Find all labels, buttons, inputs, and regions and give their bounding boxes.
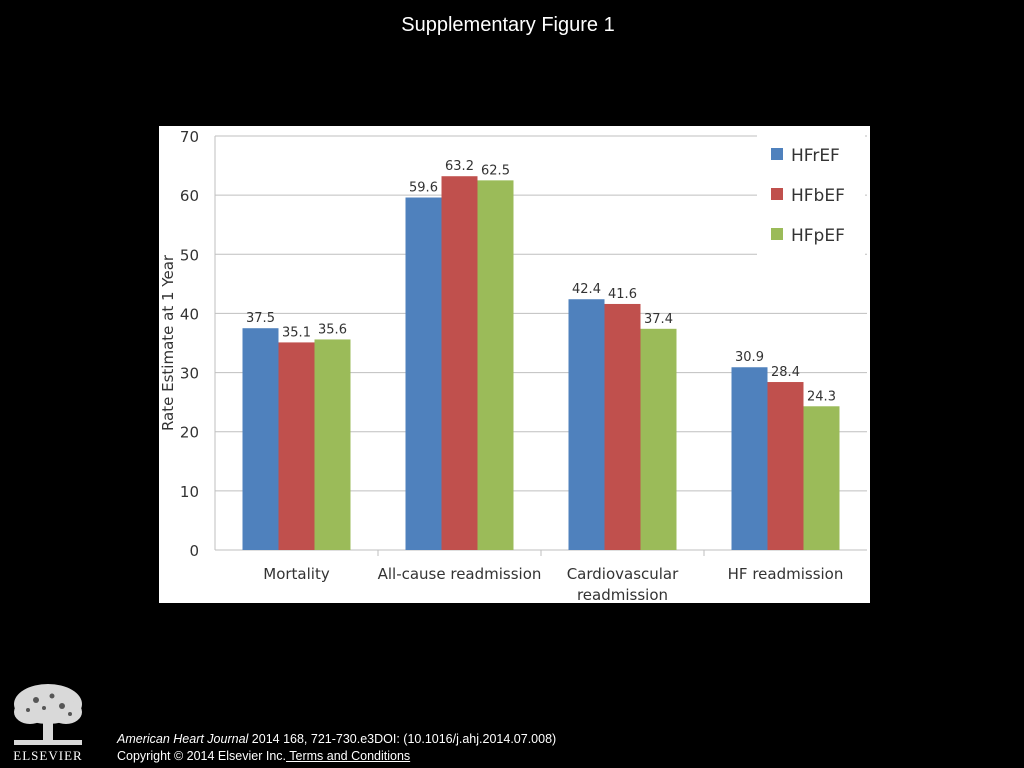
terms-link[interactable]: Terms and Conditions (286, 749, 411, 763)
bar-hfref (731, 367, 768, 550)
data-label: 35.6 (318, 322, 347, 337)
data-label: 24.3 (807, 389, 836, 404)
y-tick-label: 20 (180, 424, 199, 442)
y-axis-label: Rate Estimate at 1 Year (159, 254, 177, 431)
bar-hfpef (640, 328, 677, 550)
journal-name: American Heart Journal (117, 732, 249, 746)
data-label: 42.4 (572, 282, 601, 297)
y-tick-label: 30 (180, 365, 199, 383)
bar-hfbef (604, 303, 641, 550)
bar-hfbef (441, 176, 478, 550)
legend-entry: HFbEF (791, 186, 845, 206)
bar-chart: 0 10 20 30 40 50 60 70 Rate Estimate at 1 Year 37… (159, 126, 870, 603)
elsevier-tree-icon (8, 680, 88, 766)
chart-canvas: 0 10 20 30 40 50 60 70 Rate Estimate at 1 Year 37… (159, 128, 867, 603)
copyright-text: Copyright © 2014 Elsevier Inc. (117, 749, 287, 763)
slide-title: Supplementary Figure 1 (401, 14, 615, 36)
bar-hfpef (477, 180, 514, 550)
bar-hfref (405, 197, 442, 550)
data-label: 37.5 (246, 311, 275, 326)
data-label: 37.4 (644, 312, 673, 327)
x-tick-label: Cardiovascular (567, 565, 679, 583)
citation: American Heart Journal 2014 168, 721-730… (117, 731, 556, 765)
data-label: 63.2 (445, 159, 474, 174)
bar-hfref (242, 328, 279, 550)
bar-hfpef (314, 339, 351, 550)
data-label: 59.6 (409, 181, 438, 196)
citation-details: 2014 168, 721-730.e3DOI: (10.1016/j.ahj.… (248, 732, 557, 746)
data-label: 30.9 (735, 350, 764, 365)
y-tick-label: 70 (180, 128, 199, 146)
legend-entry: HFrEF (791, 146, 840, 166)
legend-swatch (771, 148, 783, 160)
bar-hfpef (803, 406, 840, 550)
data-label: 41.6 (608, 287, 637, 302)
x-tick-label: Mortality (263, 565, 330, 583)
elsevier-wordmark: ELSEVIER (13, 748, 83, 763)
y-tick-label: 40 (180, 305, 199, 323)
legend-swatch (771, 188, 783, 200)
data-label: 35.1 (282, 325, 311, 340)
x-tick-label: HF readmission (728, 565, 844, 583)
y-tick-label: 10 (180, 483, 199, 501)
data-label: 28.4 (771, 365, 800, 380)
citation-line: American Heart Journal 2014 168, 721-730… (117, 731, 556, 748)
bar-hfbef (278, 342, 315, 550)
y-tick-label: 0 (189, 542, 199, 560)
x-tick-label: All-cause readmission (378, 565, 542, 583)
y-tick-label: 60 (180, 187, 199, 205)
y-tick-label: 50 (180, 246, 199, 264)
data-label: 62.5 (481, 163, 510, 178)
legend-entry: HFpEF (791, 226, 845, 246)
bar-hfbef (767, 382, 804, 550)
bar-hfref (568, 299, 605, 550)
copyright-line: Copyright © 2014 Elsevier Inc. Terms and… (117, 748, 556, 765)
legend-swatch (771, 228, 783, 240)
x-tick-label: readmission (577, 586, 668, 603)
